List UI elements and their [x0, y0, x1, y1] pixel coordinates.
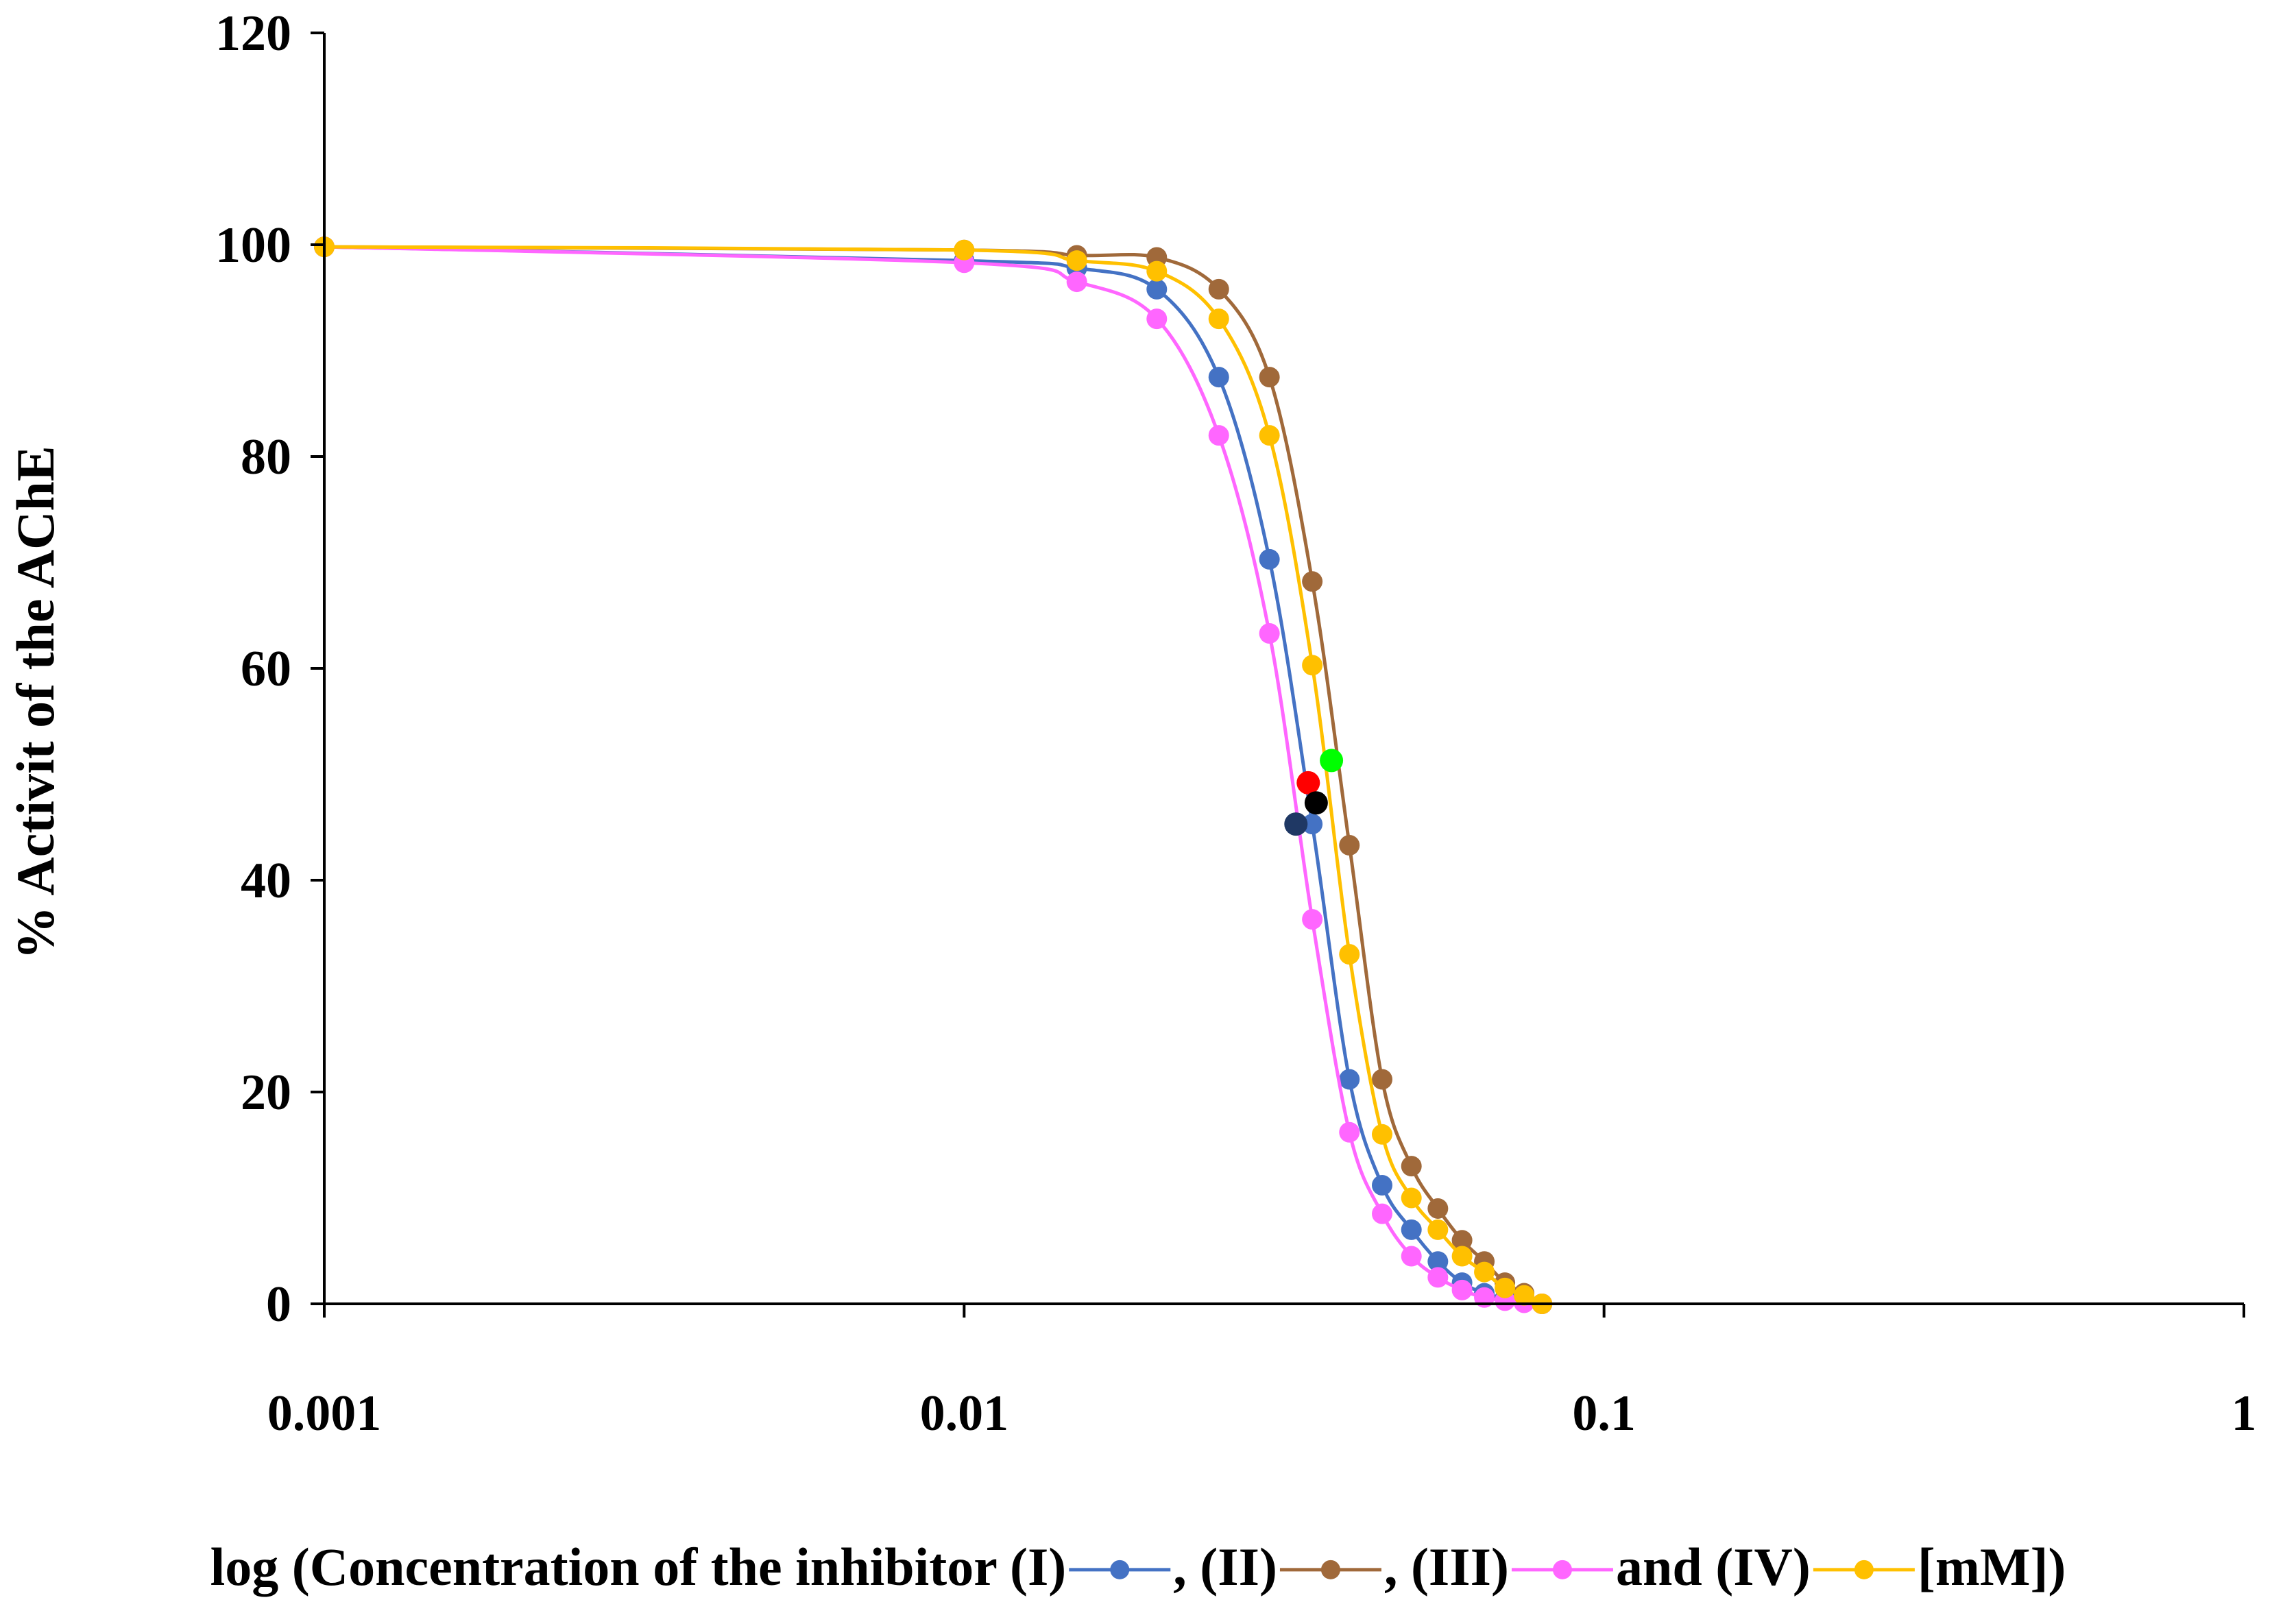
series-line — [324, 245, 1543, 1306]
data-point — [954, 239, 975, 260]
data-point — [1451, 1246, 1473, 1267]
data-point — [1371, 1069, 1392, 1090]
data-point — [1371, 1124, 1392, 1145]
data-point — [1146, 260, 1168, 282]
data-point — [1302, 909, 1323, 930]
y-tick-label: 20 — [241, 1065, 291, 1121]
x-axis-title: log (Concentration of the inhibitor (I) … — [210, 1537, 2066, 1597]
ic50-point — [1284, 812, 1308, 836]
series-ii — [314, 237, 1553, 1314]
data-point — [1339, 1069, 1360, 1090]
series-iv — [314, 237, 1553, 1314]
data-point — [1427, 1198, 1449, 1219]
data-point — [1339, 944, 1360, 965]
data-point — [1514, 1285, 1535, 1306]
x-tick-label: 0.1 — [1572, 1385, 1636, 1442]
legend-marker — [1320, 1560, 1340, 1579]
data-point — [1208, 308, 1229, 330]
data-point — [1427, 1251, 1449, 1272]
ticks: 0 20 40 60 80 100 120 0.001 0.01 0.1 1 — [215, 5, 2257, 1442]
data-point — [1451, 1230, 1473, 1251]
data-point — [1259, 367, 1280, 388]
x-tick-label: 0.01 — [920, 1385, 1009, 1442]
series-iii — [314, 237, 1553, 1314]
data-point — [1401, 1156, 1422, 1177]
x-axis-title-part: and (IV) — [1616, 1537, 1811, 1597]
y-tick-label: 80 — [241, 429, 291, 485]
data-point — [1371, 1174, 1392, 1196]
data-point — [1208, 367, 1229, 388]
x-axis-title-part: [mM]) — [1918, 1537, 2066, 1597]
series-line — [324, 245, 1543, 1306]
y-tick-label: 0 — [266, 1276, 291, 1333]
data-point — [1401, 1187, 1422, 1209]
legend-marker — [1552, 1560, 1572, 1579]
series-i — [314, 237, 1553, 1314]
x-tick-label: 1 — [2232, 1385, 2257, 1442]
data-point — [1339, 1121, 1360, 1143]
data-point — [1401, 1246, 1422, 1267]
ic50-points — [1284, 749, 1344, 836]
data-point — [1208, 278, 1229, 300]
x-axis-title-legend-markers — [1069, 1560, 1915, 1579]
data-point — [1066, 271, 1087, 293]
data-point — [1259, 425, 1280, 446]
x-axis-title-part: , (III) — [1384, 1537, 1509, 1597]
legend-marker — [1110, 1560, 1130, 1579]
y-tick-label: 40 — [241, 853, 291, 909]
data-point — [1427, 1219, 1449, 1240]
data-point — [1427, 1267, 1449, 1288]
plot-area — [314, 237, 1553, 1314]
data-point — [1401, 1219, 1422, 1240]
data-point — [1259, 623, 1280, 644]
ic50-point — [1304, 791, 1328, 815]
ic50-point — [1296, 771, 1320, 795]
data-point — [1495, 1277, 1516, 1298]
data-point — [1302, 814, 1323, 835]
y-tick-label: 120 — [215, 5, 291, 62]
x-axis-title-part: log (Concentration of the inhibitor (I) — [210, 1537, 1067, 1597]
y-axis-title: % Activit of the AChE — [5, 446, 65, 960]
data-point — [1451, 1279, 1473, 1300]
data-point — [1146, 278, 1168, 300]
series-line — [324, 245, 1543, 1306]
y-tick-label: 60 — [241, 641, 291, 697]
data-point — [1146, 308, 1168, 330]
ic50-point — [1320, 749, 1344, 773]
axes — [323, 33, 2244, 1305]
data-point — [1302, 655, 1323, 676]
data-point — [1302, 571, 1323, 592]
x-axis-title-part: , (II) — [1173, 1537, 1277, 1597]
data-point — [1474, 1261, 1495, 1283]
data-point — [1259, 548, 1280, 570]
data-point — [1339, 835, 1360, 856]
legend-marker — [1854, 1560, 1874, 1579]
data-point — [1208, 425, 1229, 446]
series-line — [324, 245, 1543, 1306]
data-point — [1371, 1203, 1392, 1224]
x-tick-label: 0.001 — [267, 1385, 382, 1442]
y-tick-label: 100 — [215, 217, 291, 274]
data-point — [1066, 250, 1087, 271]
